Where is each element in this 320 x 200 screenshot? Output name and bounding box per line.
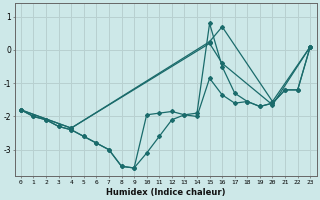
X-axis label: Humidex (Indice chaleur): Humidex (Indice chaleur)	[106, 188, 225, 197]
